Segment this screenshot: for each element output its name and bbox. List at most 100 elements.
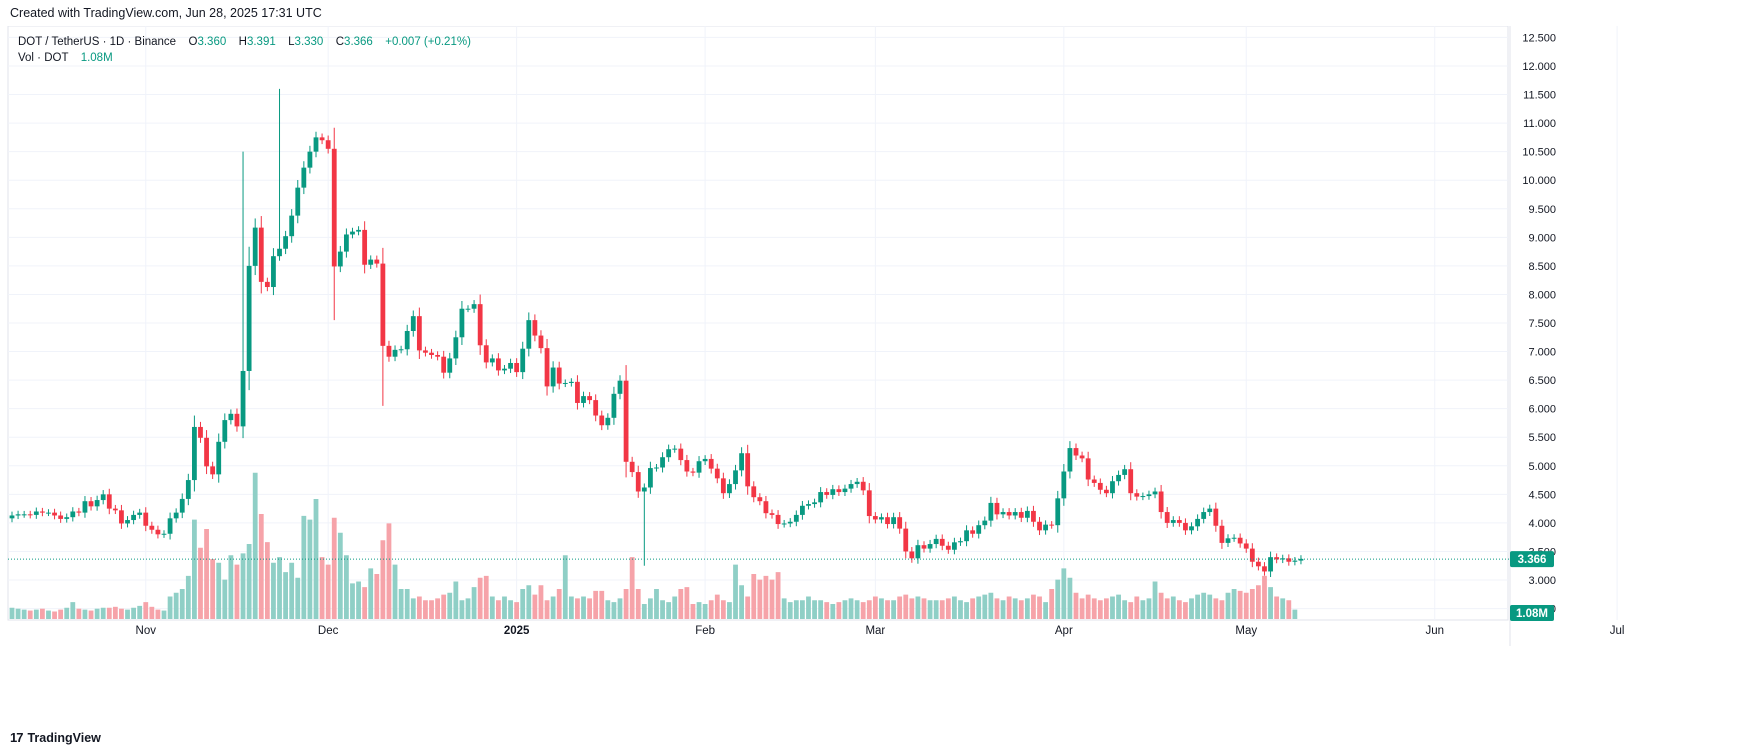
volume-bar <box>1152 581 1158 619</box>
volume-bar <box>477 577 483 619</box>
candle-body <box>1225 538 1231 543</box>
candle-body <box>939 538 945 546</box>
volume-bar <box>374 574 380 619</box>
candle-body <box>416 316 422 351</box>
volume-bar <box>447 592 453 619</box>
tradingview-logo-icon: 17 <box>10 730 24 745</box>
volume-label: Vol · DOT <box>18 52 69 64</box>
volume-bar <box>435 598 440 619</box>
volume-bar <box>1274 596 1280 619</box>
candle-body <box>696 461 702 473</box>
volume-bar <box>544 600 550 619</box>
candle-body <box>192 426 197 481</box>
candle-body <box>88 501 94 507</box>
candle-body <box>641 487 647 492</box>
created-text: Created with TradingView.com, Jun 28, 20… <box>10 6 322 20</box>
volume-bar <box>514 602 520 619</box>
volume-bar <box>289 562 295 619</box>
tradingview-brand[interactable]: TradingView <box>27 730 101 745</box>
candle-body <box>720 478 726 494</box>
tradingview-footer[interactable]: 17 TradingView <box>10 730 101 745</box>
volume-bar <box>727 602 732 619</box>
y-tick-label: 7.000 <box>1528 347 1556 359</box>
candle-body <box>605 417 611 426</box>
volume-bar <box>1158 592 1164 619</box>
created-with-caption: Created with TradingView.com, Jun 28, 20… <box>10 6 322 20</box>
candle-body <box>781 523 787 525</box>
volume-bar <box>915 596 921 619</box>
volume-bar <box>1043 602 1048 619</box>
candle-body <box>514 362 520 373</box>
candle-body <box>1219 525 1225 543</box>
y-tick-label: 10.000 <box>1522 175 1556 187</box>
candle-body <box>386 345 392 357</box>
candle-body <box>903 528 909 552</box>
volume-bar <box>295 577 301 619</box>
candle-body <box>410 316 416 331</box>
candle-body <box>210 466 216 475</box>
volume-bar <box>58 609 64 619</box>
open-value: 3.360 <box>197 36 227 48</box>
volume-bar <box>1116 594 1121 619</box>
volume-bar <box>690 604 696 619</box>
candle-body <box>708 458 714 469</box>
volume-bar <box>708 600 714 619</box>
y-tick-label: 3.000 <box>1528 575 1556 587</box>
candle-body <box>1274 557 1280 560</box>
candle-body <box>277 248 282 257</box>
candle-body <box>739 453 744 471</box>
chart-legend: DOT / TetherUS · 1D · Binance O3.360 H3.… <box>18 34 471 66</box>
candle-body <box>921 545 927 549</box>
candle-body <box>1012 512 1018 516</box>
volume-bar <box>599 590 605 619</box>
candle-body <box>1000 512 1006 515</box>
volume-bar <box>1237 590 1243 619</box>
candle-body <box>167 518 173 534</box>
volume-bar <box>33 609 39 619</box>
volume-bar <box>356 581 361 619</box>
candle-body <box>1049 524 1055 526</box>
volume-bar <box>465 598 471 619</box>
volume-bar <box>1055 579 1061 619</box>
volume-bar <box>909 598 915 619</box>
volume-bar <box>344 555 349 619</box>
candle-body <box>1176 520 1182 523</box>
candle-body <box>9 515 15 519</box>
candle-body <box>1268 557 1273 572</box>
candle-body <box>27 514 33 516</box>
volume-bar <box>453 581 459 619</box>
chart-area[interactable]: 12.500 12.000 11.500 11.000 10.500 10.000 9.50… <box>0 26 1754 726</box>
volume-bar <box>1104 598 1109 619</box>
last-price-label: 3.366 <box>1518 554 1547 566</box>
volume-bar <box>64 607 70 619</box>
candle-body <box>1262 566 1267 572</box>
candle-body <box>727 484 732 494</box>
volume-bar <box>775 572 781 619</box>
candle-body <box>447 358 453 373</box>
candle-body <box>714 468 720 479</box>
change-value: +0.007 (+0.21%) <box>385 36 471 48</box>
price-chart[interactable]: 12.500 12.000 11.500 11.000 10.500 10.000 9.50… <box>0 26 1754 726</box>
volume-bar <box>313 499 319 619</box>
volume-bar <box>757 579 763 619</box>
x-tick-label: Feb <box>695 625 715 637</box>
candle-body <box>593 400 599 416</box>
volume-bar <box>325 564 331 619</box>
symbol-row: DOT / TetherUS · 1D · Binance O3.360 H3.… <box>18 34 471 50</box>
y-tick-label: 8.500 <box>1528 261 1556 273</box>
volume-bar <box>1262 575 1267 619</box>
volume-bar <box>806 596 811 619</box>
candle-body <box>198 426 203 438</box>
volume-value: 1.08M <box>80 52 113 64</box>
volume-bar <box>423 600 428 619</box>
candle-body <box>161 533 167 535</box>
volume-bar <box>112 606 118 619</box>
volume-bar <box>970 598 976 619</box>
candle-body <box>684 460 690 472</box>
volume-bar <box>368 568 374 619</box>
candle-body <box>629 461 635 473</box>
volume-bar <box>185 575 191 619</box>
volume-bar <box>696 602 702 619</box>
volume-bar <box>210 559 216 619</box>
volume-bar <box>1049 589 1055 619</box>
